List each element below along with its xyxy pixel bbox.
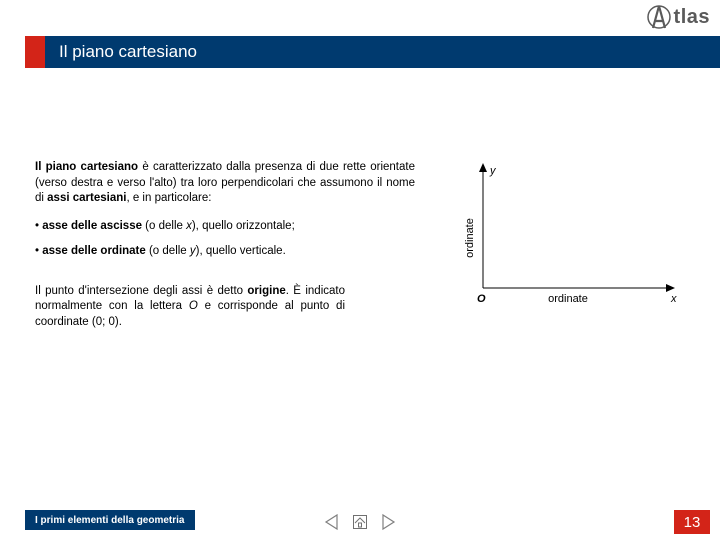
page-number: 13 (674, 510, 710, 534)
y-axis-name: ordinate (464, 218, 476, 258)
intro-paragraph: Il piano cartesiano è caratterizzato dal… (35, 160, 415, 207)
page-title: Il piano cartesiano (59, 42, 197, 62)
logo-text: tlas (674, 6, 710, 29)
x-label: x (670, 293, 677, 305)
next-button[interactable] (378, 512, 398, 532)
y-label: y (489, 165, 497, 177)
bullet-ascisse: • asse delle ascisse (o delle x), quello… (35, 219, 415, 235)
term-piano-cartesiano: Il piano cartesiano (35, 161, 138, 173)
origin-paragraph: Il punto d'intersezione degli assi è det… (35, 284, 345, 331)
logo-icon (646, 4, 672, 30)
footer-chapter-bar: I primi elementi della geometria (25, 510, 195, 530)
bullet-ordinate: • asse delle ordinate (o delle y), quell… (35, 244, 415, 260)
term-assi-cartesiani: assi cartesiani (47, 192, 126, 204)
origin-label: O (477, 293, 486, 305)
prev-button[interactable] (322, 512, 342, 532)
term-origine: origine (247, 285, 285, 297)
x-axis-name: ordinate (548, 293, 588, 305)
cartesian-axes-diagram: y x O ordinate ordinate (448, 158, 688, 318)
content-area: Il piano cartesiano è caratterizzato dal… (35, 160, 415, 330)
header-bar: Il piano cartesiano (25, 36, 720, 68)
home-button[interactable] (350, 512, 370, 532)
nav-controls (322, 512, 398, 532)
brand-logo: tlas (646, 4, 710, 30)
chapter-title: I primi elementi della geometria (35, 515, 185, 526)
header-accent-block (25, 36, 45, 68)
